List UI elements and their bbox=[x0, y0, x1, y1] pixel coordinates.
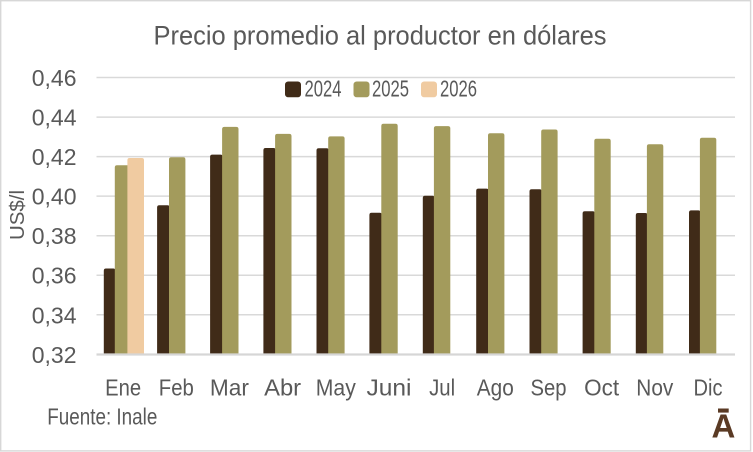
svg-text:Sep: Sep bbox=[531, 374, 567, 400]
svg-text:2025: 2025 bbox=[372, 76, 409, 102]
svg-text:Abr: Abr bbox=[264, 374, 301, 400]
svg-text:0,32: 0,32 bbox=[32, 342, 77, 368]
svg-text:0,36: 0,36 bbox=[32, 263, 77, 289]
svg-text:0,40: 0,40 bbox=[32, 184, 77, 210]
svg-text:0,38: 0,38 bbox=[32, 223, 77, 249]
svg-text:US$/l: US$/l bbox=[7, 190, 29, 240]
svg-text:0,46: 0,46 bbox=[32, 65, 77, 91]
svg-text:0,42: 0,42 bbox=[32, 144, 77, 170]
svg-text:A: A bbox=[711, 408, 735, 445]
svg-text:Nov: Nov bbox=[636, 374, 673, 400]
svg-text:Dic: Dic bbox=[694, 374, 723, 400]
svg-text:2026: 2026 bbox=[440, 76, 477, 102]
svg-text:May: May bbox=[316, 374, 356, 400]
svg-text:Fuente: Inale: Fuente: Inale bbox=[47, 404, 157, 430]
svg-text:0,44: 0,44 bbox=[32, 105, 77, 131]
svg-text:Feb: Feb bbox=[159, 374, 194, 400]
svg-text:Oct: Oct bbox=[584, 374, 620, 400]
svg-text:Ago: Ago bbox=[477, 374, 514, 400]
svg-text:Juni: Juni bbox=[367, 374, 412, 400]
svg-text:Mar: Mar bbox=[210, 374, 249, 400]
svg-text:0,34: 0,34 bbox=[32, 302, 77, 328]
svg-text:Precio promedio al productor e: Precio promedio al productor en dólares bbox=[154, 20, 607, 50]
svg-text:Ene: Ene bbox=[105, 374, 141, 400]
svg-text:Jul: Jul bbox=[429, 374, 455, 400]
svg-text:2024: 2024 bbox=[305, 76, 342, 102]
